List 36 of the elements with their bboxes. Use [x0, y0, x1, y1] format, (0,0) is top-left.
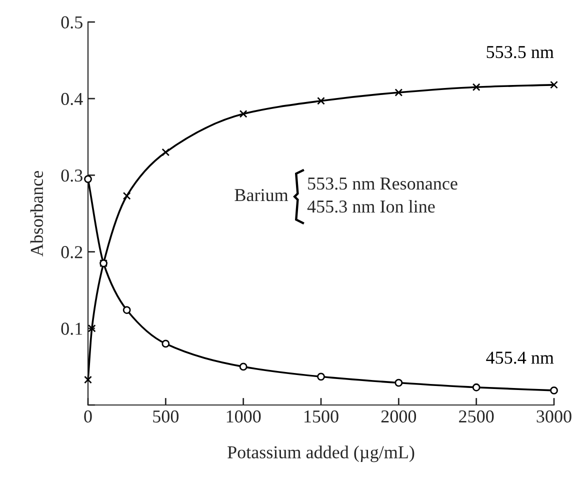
- point: [122, 306, 131, 314]
- x-tick-label: 3000: [536, 410, 572, 423]
- x-tick-label: 1500: [304, 410, 338, 423]
- point: [472, 383, 480, 392]
- point: [394, 88, 403, 96]
- annotation: 455.3 nm Ion line: [307, 200, 435, 213]
- point: [88, 324, 96, 332]
- point: [162, 148, 170, 156]
- x-tick-label: 0: [84, 410, 92, 423]
- x-axis-title: Potassium added (µg/mL): [228, 446, 414, 462]
- x-tick-label: 2000: [381, 410, 416, 423]
- x-tick-label: 1000: [226, 410, 261, 423]
- series-label: 455.4 nm: [486, 352, 554, 364]
- series-label: 553.5 nm: [486, 46, 554, 58]
- y-tick-label: 0.1: [61, 322, 82, 335]
- point: [550, 80, 558, 89]
- annotation: 553.5 nm Resonance: [308, 178, 458, 190]
- point: [317, 96, 325, 105]
- point: [84, 376, 92, 384]
- y-axis-title: Absorbance: [30, 171, 44, 256]
- y-tick-label: 0.4: [61, 92, 83, 106]
- y-tick-label: 0.2: [61, 246, 82, 258]
- point: [239, 362, 248, 371]
- point: [472, 83, 480, 92]
- x-tick-label: 2500: [459, 410, 494, 423]
- point: [317, 372, 325, 381]
- point: [122, 192, 131, 200]
- y-tick-label: 0.5: [61, 16, 82, 29]
- point: [84, 175, 92, 183]
- annotation: Barium: [234, 189, 288, 202]
- x-tick-label: 500: [153, 410, 179, 423]
- point: [162, 340, 170, 348]
- point: [239, 110, 248, 118]
- point: [550, 386, 558, 394]
- point: [394, 378, 403, 387]
- y-tick-label: 0.3: [61, 169, 82, 182]
